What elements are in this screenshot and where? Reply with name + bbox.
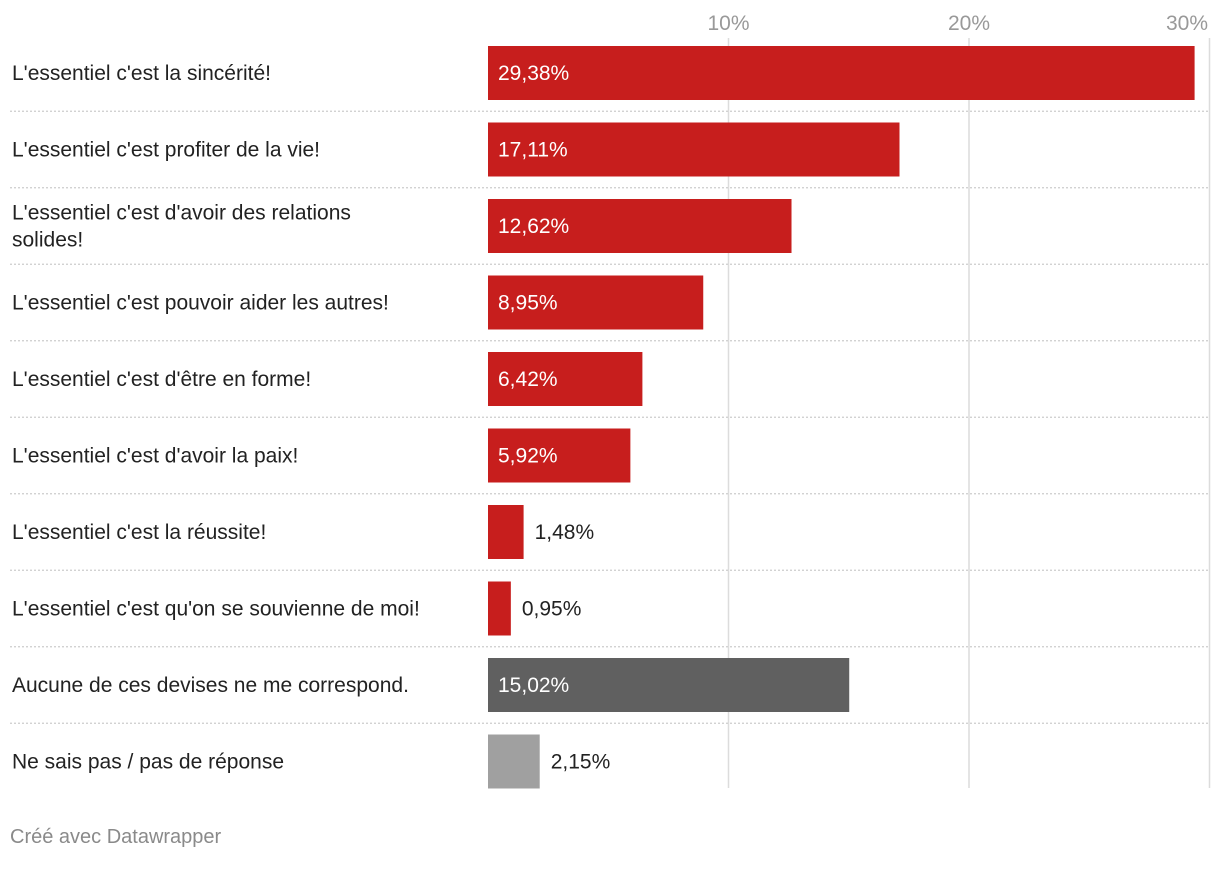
category-label: L'essentiel c'est la réussite! <box>12 521 266 544</box>
bar <box>488 581 511 636</box>
bar <box>488 122 900 177</box>
bar <box>488 428 631 483</box>
bar <box>488 658 850 712</box>
value-label: 15,02% <box>498 674 569 697</box>
bar <box>488 734 540 789</box>
value-label: 5,92% <box>498 445 558 468</box>
category-label: Aucune de ces devises ne me correspond. <box>12 674 409 697</box>
value-label: 1,48% <box>535 521 595 544</box>
x-tick-label: 10% <box>707 12 749 35</box>
value-label: 0,95% <box>522 598 582 621</box>
bar <box>488 275 704 330</box>
x-tick-label: 20% <box>948 12 990 35</box>
value-label: 8,95% <box>498 292 558 315</box>
value-label: 2,15% <box>551 751 611 774</box>
category-label: L'essentiel c'est pouvoir aider les autr… <box>12 292 389 315</box>
x-tick-label: 30% <box>1166 12 1208 35</box>
category-label: L'essentiel c'est d'être en forme! <box>12 368 311 391</box>
bar <box>488 199 792 253</box>
bar <box>488 352 643 406</box>
category-label: solides! <box>12 229 83 252</box>
bar <box>488 505 524 559</box>
category-label: L'essentiel c'est d'avoir la paix! <box>12 445 298 468</box>
footer-credit[interactable]: Créé avec Datawrapper <box>10 826 222 848</box>
value-label: 6,42% <box>498 368 558 391</box>
category-label: L'essentiel c'est la sincérité! <box>12 62 271 85</box>
category-label: L'essentiel c'est profiter de la vie! <box>12 139 320 162</box>
category-label: L'essentiel c'est qu'on se souvienne de … <box>12 598 420 621</box>
value-label: 12,62% <box>498 215 569 238</box>
value-label: 17,11% <box>498 139 568 162</box>
bar <box>488 46 1195 100</box>
category-label: L'essentiel c'est d'avoir des relations <box>12 202 351 225</box>
value-label: 29,38% <box>498 62 569 85</box>
category-label: Ne sais pas / pas de réponse <box>12 751 284 774</box>
